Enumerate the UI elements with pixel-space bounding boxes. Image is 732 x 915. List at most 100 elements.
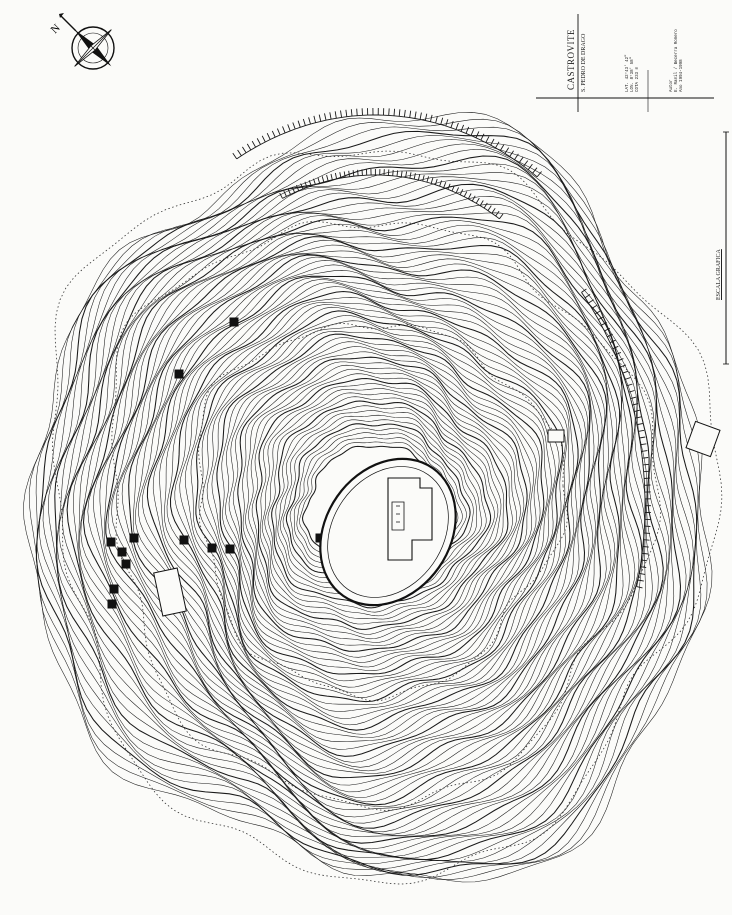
contour-line xyxy=(80,212,645,833)
excavated-house-structure xyxy=(117,547,127,557)
rampart-hatch-mark xyxy=(356,108,358,116)
acropolis-enclosure xyxy=(319,457,457,607)
contour-line xyxy=(111,244,616,798)
rampart-hatch-mark xyxy=(463,191,468,197)
excavated-house-structure xyxy=(225,544,235,554)
contour-line xyxy=(271,400,492,609)
rampart-hatch-mark xyxy=(636,586,643,589)
rampart-hatch-mark xyxy=(409,172,412,179)
rampart-hatch-mark xyxy=(405,171,408,178)
contour-line xyxy=(206,326,552,688)
rampart-hatch-mark xyxy=(266,133,271,140)
rampart-hatch-mark xyxy=(475,131,480,138)
rampart-hatch-mark xyxy=(302,118,306,126)
rampart-hatch-mark xyxy=(443,181,447,188)
rampart-hatch-mark xyxy=(352,170,355,177)
contour-line xyxy=(135,260,603,772)
excavated-structures xyxy=(106,317,721,617)
contour-line xyxy=(132,256,606,774)
hermitage-building-outline xyxy=(387,477,433,561)
contour-line xyxy=(35,126,702,878)
rampart-hatch-mark xyxy=(232,152,238,160)
rampart-hatch-mark xyxy=(641,450,648,452)
contour-line xyxy=(103,234,624,807)
rampart-hatch-mark xyxy=(604,327,611,332)
contour-line xyxy=(56,163,675,859)
rampart-hatch-mark xyxy=(282,126,286,134)
rampart-hatch-mark xyxy=(588,299,594,304)
rampart-hatch-mark xyxy=(357,169,359,176)
rampart-hatch-mark xyxy=(612,345,619,350)
rampart-hatch-mark xyxy=(509,150,514,157)
contour-line xyxy=(237,356,528,652)
rampart-hatch-mark xyxy=(532,167,538,174)
rectangular-building-outline xyxy=(153,567,187,617)
rampart-hatch-mark xyxy=(630,396,637,400)
contour-line xyxy=(142,270,595,763)
rampart-hatch-mark xyxy=(287,188,291,195)
excavated-house-structure xyxy=(129,533,139,543)
contour-line xyxy=(23,112,713,883)
rampart-hatch-mark xyxy=(246,143,252,151)
rampart-hatch-mark xyxy=(439,180,443,187)
contour-line xyxy=(275,405,487,604)
rampart-hatch-mark xyxy=(329,112,332,120)
rampart-hatch-mark xyxy=(527,163,533,170)
survey-dotted-boundary xyxy=(52,150,723,885)
contour-line xyxy=(48,149,687,861)
contour-line xyxy=(56,172,671,857)
rampart-hatch-mark xyxy=(622,370,629,374)
rampart-hatch-mark xyxy=(459,189,464,195)
contour-line xyxy=(174,297,575,726)
rampart-hatch-mark xyxy=(641,559,648,562)
contour-line xyxy=(202,320,556,694)
rampart-hatch-mark xyxy=(491,208,496,214)
rampart-hatch-mark xyxy=(643,539,650,541)
rampart-hatch-mark xyxy=(308,117,311,125)
rampart-hatch-mark xyxy=(417,174,421,181)
rampart-hatch-mark xyxy=(490,138,495,146)
rampart-hatch-mark xyxy=(434,178,438,185)
contour-line xyxy=(248,368,517,640)
rampart-hatch-mark xyxy=(626,383,633,387)
contour-line xyxy=(82,216,643,829)
rampart-hatch-mark xyxy=(313,115,317,123)
rampart-hatch-mark xyxy=(628,390,635,393)
rampart-hatch-mark xyxy=(479,200,484,206)
rampart-hatch-mark xyxy=(450,120,454,128)
survey-author-block: Autor E. Ramil / Becerra Romero Ano 1994… xyxy=(670,29,686,92)
rampart-hatch-mark xyxy=(617,358,624,362)
contour-line xyxy=(245,364,521,643)
rampart-hatch-mark xyxy=(640,443,647,446)
site-name: CASTROVITE xyxy=(566,29,576,90)
contour-line xyxy=(28,118,708,880)
rampart-hatch-mark xyxy=(300,183,304,190)
rectangular-building-outline xyxy=(547,429,565,443)
rampart-hatch-mark xyxy=(609,339,616,344)
rampart-hatch-mark xyxy=(398,109,401,117)
contour-line xyxy=(179,302,570,719)
rampart-hatch-mark xyxy=(251,140,256,148)
contour-line xyxy=(267,396,495,613)
contour-line xyxy=(54,155,682,861)
rampart-hatch-mark xyxy=(321,176,325,183)
rampart-edge xyxy=(581,292,646,587)
rampart-hatch-mark xyxy=(334,172,338,179)
outer-rampart-hatching xyxy=(232,107,652,589)
contour-line xyxy=(264,392,499,617)
contour-line xyxy=(242,361,525,646)
rampart-edge xyxy=(236,114,538,178)
contour-line xyxy=(225,341,537,668)
rampart-hatch-mark xyxy=(435,116,438,124)
rampart-hatch-mark xyxy=(518,156,524,164)
dotted-boundary-line xyxy=(111,221,661,811)
rampart-hatch-mark xyxy=(324,113,327,121)
north-label: N xyxy=(49,22,63,36)
rampart-hatch-mark xyxy=(388,108,390,116)
contour-line xyxy=(138,264,599,768)
rampart-hatch-mark xyxy=(430,177,434,184)
excavated-house-structure xyxy=(174,369,184,379)
rampart-hatch-mark xyxy=(643,470,650,473)
rampart-hatch-mark xyxy=(467,193,472,200)
rampart-hatch-mark xyxy=(345,109,348,117)
